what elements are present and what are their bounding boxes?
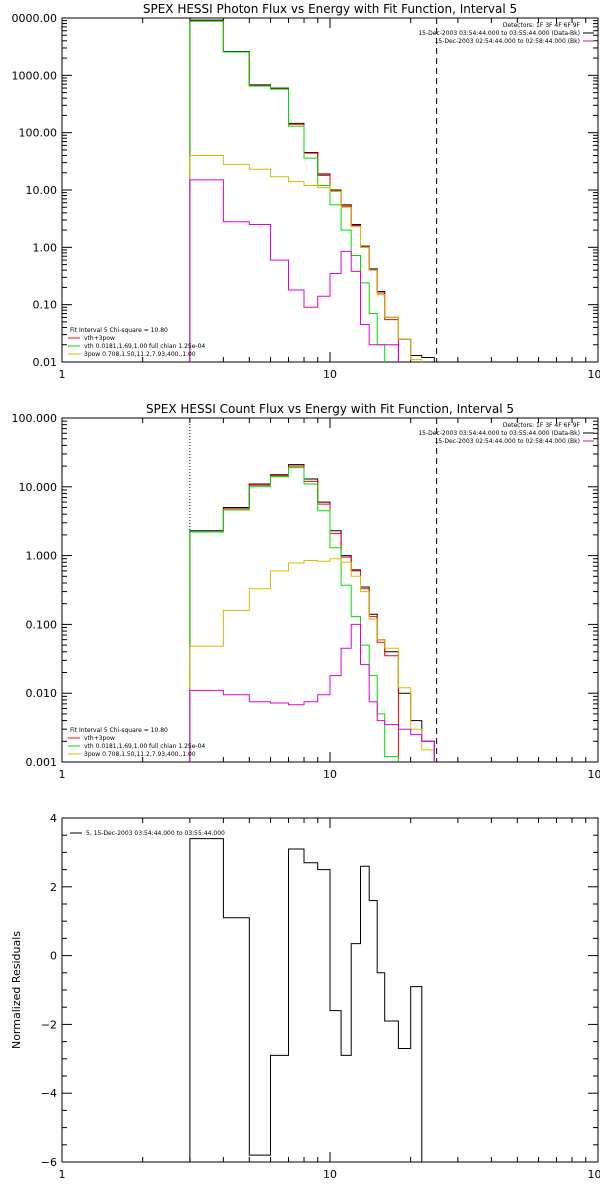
y-tick-label: 0.010 [26, 687, 58, 700]
legend-top-text: 15-Dec-2003 02:54:44.000 to 02:58:44.000… [435, 438, 580, 445]
y-tick-label: 0 [50, 950, 57, 963]
x-tick-label: 10 [323, 1168, 337, 1181]
series-1-line [189, 19, 435, 362]
plot-frame [61, 417, 599, 763]
chart-1: SPEX HESSI Photon Flux vs Energy with Fi… [12, 2, 600, 381]
series-2-line [189, 465, 399, 762]
chart-title: SPEX HESSI Photon Flux vs Energy with Fi… [143, 2, 517, 16]
x-tick-label: 100 [588, 1168, 600, 1181]
legend-top-text: Detectors: 1F 3F 4F 6F 9F [503, 422, 581, 429]
y-tick-label: 0.001 [26, 756, 58, 769]
legend-bottom-text: 3pow 0.708,1.50,11.2,7.93,400.,1.00 [84, 351, 196, 358]
legend-top-text: 15-Dec-2003 03:54:44.000 to 03:55:44.000… [418, 430, 580, 437]
legend-bottom-text: Fit Interval 5 Chi-square = 10.80 [70, 727, 168, 734]
y-tick-label: −4 [41, 1087, 57, 1100]
chart-2: SPEX HESSI Count Flux vs Energy with Fit… [12, 402, 600, 781]
legend-text: 5, 15-Dec-2003 03:54:44.000 to 03:55:44.… [86, 830, 225, 837]
legend-bottom-text: Fit Interval 5 Chi-square = 10.80 [70, 327, 168, 334]
legend-bottom-text: vth+3pow [84, 735, 115, 742]
y-tick-label: 4 [50, 812, 57, 825]
y-tick-label: 2 [50, 881, 57, 894]
x-tick-label: 1 [59, 768, 66, 781]
legend-top-text: Detectors: 1F 3F 4F 6F 9F [503, 22, 581, 29]
y-tick-label: 0000.00 [12, 12, 58, 25]
y-tick-label: 1000.00 [12, 69, 58, 82]
series-3-line [189, 20, 399, 362]
series-2-line [189, 20, 399, 362]
x-tick-label: 100 [588, 368, 600, 381]
legend-bottom-text: vth 0.0181,1.69,1.00 full chian 1.25e-04 [84, 743, 205, 750]
x-tick-label: 10 [323, 768, 337, 781]
x-tick-label: 1 [59, 368, 66, 381]
legend-top-text: 15-Dec-2003 03:54:44.000 to 03:55:44.000… [418, 30, 580, 37]
chart-3: 1 10 100 −6 −4 −2 0 2 4 Normalized Residuals 5, 15… [10, 812, 600, 1181]
y-tick-label: −6 [41, 1156, 57, 1169]
y-tick-label: 1.000 [26, 550, 58, 563]
series-1-line [189, 838, 423, 1162]
series-4-line [189, 155, 423, 362]
x-tick-label: 100 [588, 768, 600, 781]
y-tick-label: 100.00 [19, 127, 58, 140]
legend-bottom-text: vth+3pow [84, 335, 115, 342]
series-5-line [189, 179, 399, 362]
chart-title: SPEX HESSI Count Flux vs Energy with Fit… [146, 402, 514, 416]
series-4-line [189, 558, 447, 762]
y-tick-label: 100.000 [12, 412, 58, 425]
y-tick-label: 0.10 [33, 299, 58, 312]
series-5-line [189, 623, 435, 762]
y-tick-label: 10.00 [26, 184, 58, 197]
y-tick-label: 0.01 [33, 356, 58, 369]
x-tick-label: 10 [323, 368, 337, 381]
y-tick-label: 1.00 [33, 241, 58, 254]
y-tick-label: 0.100 [26, 618, 58, 631]
legend-bottom-text: vth 0.0181,1.69,1.00 full chian 1.25e-04 [84, 343, 205, 350]
y-tick-label: 10.000 [19, 481, 58, 494]
series-3-line [189, 467, 399, 762]
y-tick-label: −2 [41, 1018, 57, 1031]
y-axis-label: Normalized Residuals [10, 931, 23, 1049]
x-tick-label: 1 [59, 1168, 66, 1181]
legend-bottom-text: 3pow 0.708,1.50,11.2,7.93,400.,1.00 [84, 751, 196, 758]
legend-top-text: 15-Dec-2003 02:54:44.000 to 02:58:44.000… [435, 38, 580, 45]
